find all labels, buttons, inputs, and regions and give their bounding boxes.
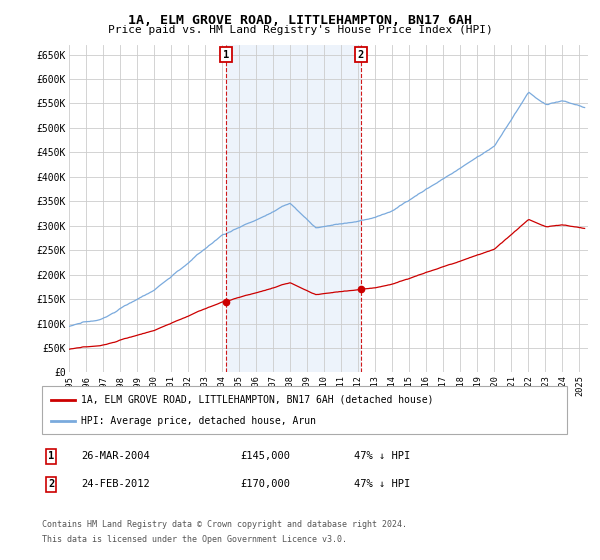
Text: Price paid vs. HM Land Registry's House Price Index (HPI): Price paid vs. HM Land Registry's House … [107,25,493,35]
HPI: Average price, detached house, Arun: (2.01e+03, 3.28e+05): Average price, detached house, Arun: (2.… [269,208,277,215]
Line: HPI: Average price, detached house, Arun: HPI: Average price, detached house, Arun [69,92,584,326]
1A, ELM GROVE ROAD, LITTLEHAMPTON, BN17 6AH (detached house) [233,295,241,301]
Text: 47% ↓ HPI: 47% ↓ HPI [354,451,410,461]
Text: 1: 1 [223,50,229,59]
Text: £145,000: £145,000 [240,451,290,461]
Text: 26-MAR-2004: 26-MAR-2004 [81,451,150,461]
Text: HPI: Average price, detached house, Arun: HPI: Average price, detached house, Arun [81,416,316,426]
1A, ELM GROVE ROAD, LITTLEHAMPTON, BN17 6AH (detached house) [437,264,445,270]
HPI: Average price, detached house, Arun: (2.03e+03, 5.42e+05): Average price, detached house, Arun: (2.… [581,104,588,111]
1A, ELM GROVE ROAD, LITTLEHAMPTON, BN17 6AH (detached house) [390,281,397,287]
Text: 2: 2 [358,50,364,59]
1A, ELM GROVE ROAD, LITTLEHAMPTON, BN17 6AH (detached house) [269,284,277,291]
1A, ELM GROVE ROAD, LITTLEHAMPTON, BN17 6AH (detached house) [65,346,73,353]
HPI: Average price, detached house, Arun: (2e+03, 9.4e+04): Average price, detached house, Arun: (2e… [65,323,73,330]
Text: 2: 2 [48,479,54,489]
Line: 1A, ELM GROVE ROAD, LITTLEHAMPTON, BN17 6AH (detached house): 1A, ELM GROVE ROAD, LITTLEHAMPTON, BN17 … [69,220,584,349]
HPI: Average price, detached house, Arun: (2.02e+03, 3.97e+05): Average price, detached house, Arun: (2.… [440,175,448,182]
HPI: Average price, detached house, Arun: (2.02e+03, 3.94e+05): Average price, detached house, Arun: (2.… [437,176,445,183]
HPI: Average price, detached house, Arun: (2e+03, 2.95e+05): Average price, detached house, Arun: (2e… [233,225,241,232]
Bar [226,45,361,372]
1A, ELM GROVE ROAD, LITTLEHAMPTON, BN17 6AH (detached house) [526,216,533,223]
1A, ELM GROVE ROAD, LITTLEHAMPTON, BN17 6AH (detached house) [581,225,588,232]
Text: 1A, ELM GROVE ROAD, LITTLEHAMPTON, BN17 6AH (detached house): 1A, ELM GROVE ROAD, LITTLEHAMPTON, BN17 … [81,395,433,405]
Text: 1: 1 [48,451,54,461]
HPI: Average price, detached house, Arun: (2.02e+03, 5.73e+05): Average price, detached house, Arun: (2.… [526,89,533,96]
Text: 1A, ELM GROVE ROAD, LITTLEHAMPTON, BN17 6AH: 1A, ELM GROVE ROAD, LITTLEHAMPTON, BN17 … [128,14,472,27]
Text: Contains HM Land Registry data © Crown copyright and database right 2024.: Contains HM Land Registry data © Crown c… [42,520,407,529]
Text: 24-FEB-2012: 24-FEB-2012 [81,479,150,489]
Text: 47% ↓ HPI: 47% ↓ HPI [354,479,410,489]
1A, ELM GROVE ROAD, LITTLEHAMPTON, BN17 6AH (detached house) [127,334,134,340]
HPI: Average price, detached house, Arun: (2e+03, 1.43e+05): Average price, detached house, Arun: (2e… [127,300,134,306]
HPI: Average price, detached house, Arun: (2.01e+03, 3.31e+05): Average price, detached house, Arun: (2.… [390,207,397,214]
Text: This data is licensed under the Open Government Licence v3.0.: This data is licensed under the Open Gov… [42,535,347,544]
1A, ELM GROVE ROAD, LITTLEHAMPTON, BN17 6AH (detached house) [440,263,448,270]
Text: £170,000: £170,000 [240,479,290,489]
